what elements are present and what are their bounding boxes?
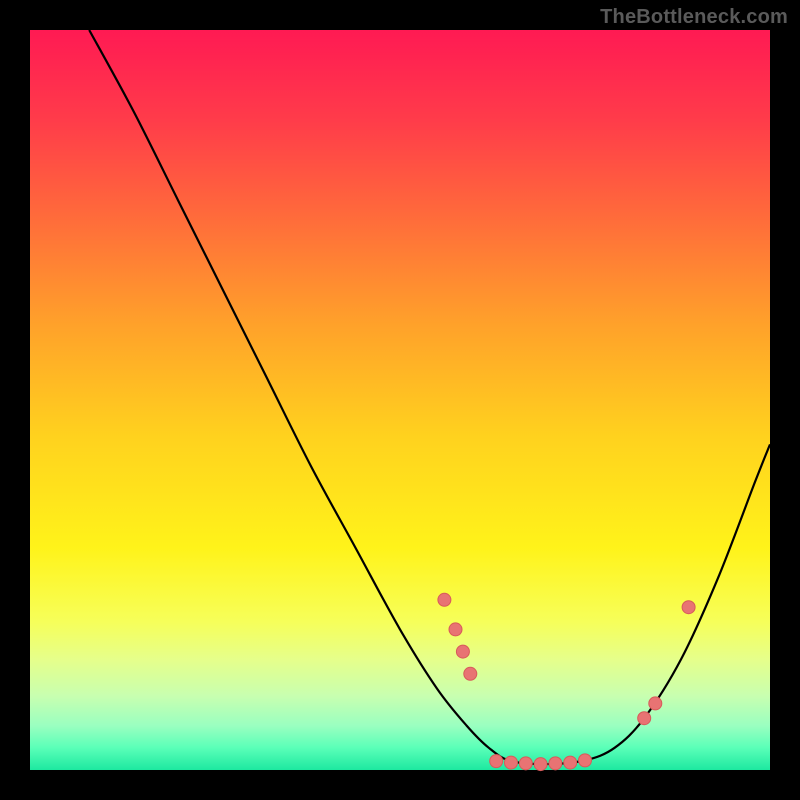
data-marker	[505, 756, 518, 769]
data-marker	[456, 645, 469, 658]
data-marker	[490, 755, 503, 768]
markers-group	[438, 593, 695, 770]
data-marker	[564, 756, 577, 769]
data-marker	[449, 623, 462, 636]
chart-container: TheBottleneck.com	[0, 0, 800, 800]
data-marker	[464, 667, 477, 680]
data-marker	[649, 697, 662, 710]
data-marker	[534, 758, 547, 771]
data-marker	[438, 593, 451, 606]
data-marker	[549, 757, 562, 770]
data-marker	[519, 757, 532, 770]
watermark-text: TheBottleneck.com	[600, 6, 788, 29]
plot-area	[30, 30, 770, 770]
data-marker	[638, 712, 651, 725]
bottleneck-curve	[89, 30, 770, 764]
curve-layer	[30, 30, 770, 770]
data-marker	[579, 754, 592, 767]
data-marker	[682, 601, 695, 614]
